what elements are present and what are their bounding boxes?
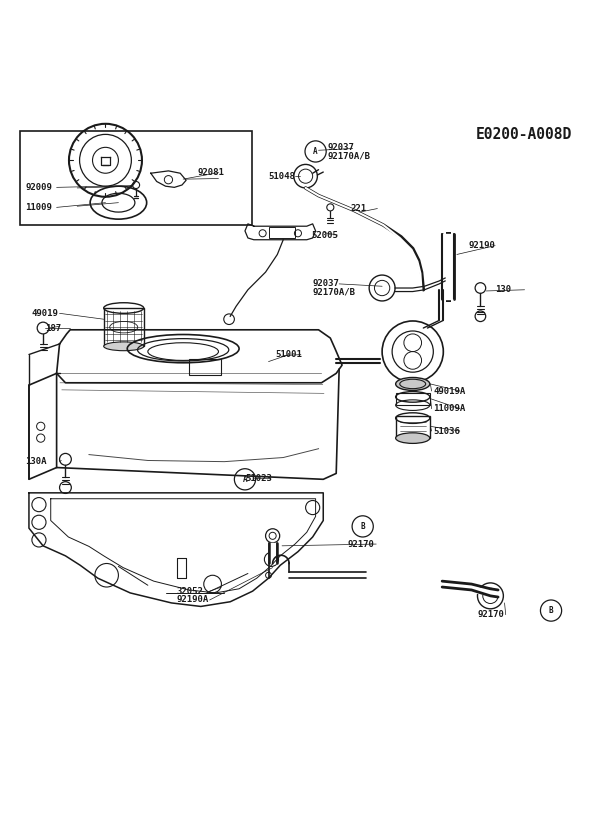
Bar [19,131,252,225]
Text: 52005: 52005 [312,231,338,240]
Text: 92190A: 92190A [176,596,208,605]
Text: A: A [313,147,318,156]
Ellipse shape [396,377,430,390]
Text: 51001: 51001 [276,350,303,359]
Bar [396,416,430,438]
Text: 92009: 92009 [25,183,53,192]
Bar [189,359,221,375]
Text: 51036: 51036 [433,426,460,435]
Text: 51048: 51048 [268,172,296,181]
Text: 92037: 92037 [313,280,339,289]
Text: 49019A: 49019A [433,386,466,395]
Bar [396,394,430,405]
Text: E0200-A008D: E0200-A008D [476,127,572,142]
Ellipse shape [104,341,144,350]
Text: 51023: 51023 [245,474,272,482]
Ellipse shape [396,433,430,443]
Text: 92170: 92170 [348,540,375,548]
Bar [268,227,295,238]
Text: 92081: 92081 [198,168,225,177]
Text: 32052: 32052 [176,587,203,596]
Text: 187: 187 [45,324,61,333]
Text: 130A: 130A [25,457,47,466]
Text: 11009: 11009 [25,203,53,212]
Text: 92037: 92037 [327,143,354,152]
Text: 49019: 49019 [32,309,59,318]
Text: 221: 221 [351,204,367,213]
Text: B: B [549,606,553,615]
Bar [104,308,144,346]
Text: B: B [360,522,365,531]
Text: 92170A/B: 92170A/B [327,151,371,160]
Text: 92170A/B: 92170A/B [313,288,356,297]
Text: A: A [242,475,247,484]
Text: 92170: 92170 [477,610,504,619]
Text: 92190: 92190 [468,241,496,250]
Text: 130: 130 [495,285,512,294]
Text: 11009A: 11009A [433,404,466,413]
